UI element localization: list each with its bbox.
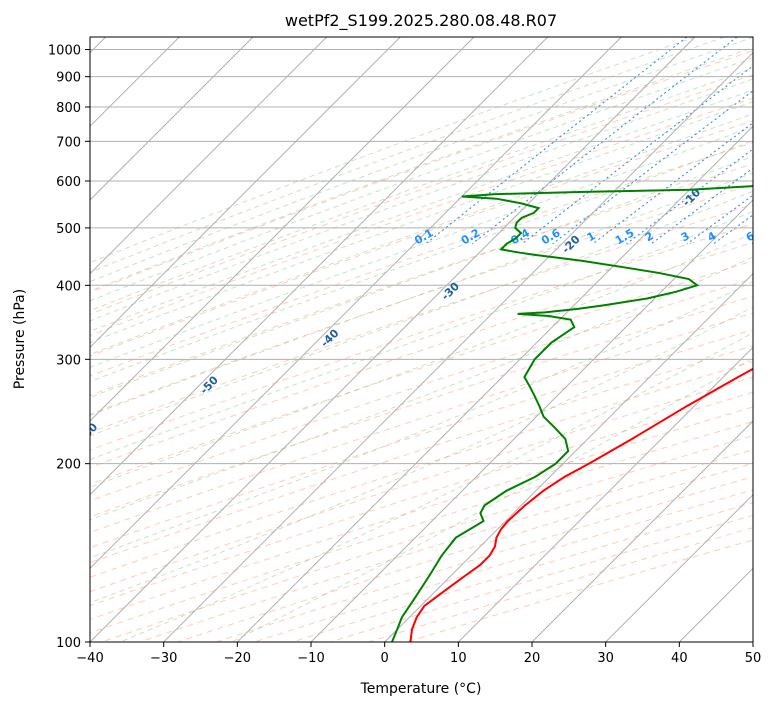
skewed-isotherm	[605, 493, 753, 642]
moist-adiabat	[90, 256, 753, 521]
y-axis-label: Pressure (hPa)	[12, 289, 28, 389]
dry-adiabat	[90, 329, 753, 549]
x-tick-label: −20	[224, 651, 251, 666]
skewed-isotherm	[531, 420, 753, 642]
skewed-isotherm	[90, 37, 328, 275]
dry-adiabat	[90, 361, 753, 578]
y-tick-label: 800	[56, 101, 81, 116]
moist-adiabat	[90, 47, 753, 292]
moist-adiabat	[90, 101, 753, 343]
mixing-ratio-line	[626, 148, 753, 245]
skewed-isotherm	[384, 272, 753, 642]
dry-adiabat	[90, 345, 753, 564]
dry-adiabat-label: -60	[77, 420, 100, 443]
skewed-isotherm	[457, 346, 753, 642]
dewpoint-profile-line	[391, 185, 753, 642]
y-axis-ticks: 1000 900 800 700 600 500 400 300 200 100	[48, 44, 90, 651]
y-tick-label: 400	[56, 279, 81, 294]
x-axis-ticks: −40 −30 −20 −10 0 10 20 30 40 50	[76, 642, 761, 666]
skewed-isotherm	[163, 51, 753, 642]
mixing-ratio-line	[471, 37, 738, 245]
y-tick-label: 600	[56, 175, 81, 190]
dry-adiabats	[90, 50, 753, 642]
dry-adiabat	[90, 74, 753, 315]
y-tick-label: 100	[56, 636, 81, 651]
x-tick-label: 30	[597, 651, 614, 666]
x-tick-label: 20	[524, 651, 541, 666]
y-tick-label: 1000	[48, 44, 81, 59]
x-tick-label: 10	[450, 651, 467, 666]
moist-adiabat	[90, 172, 753, 416]
temperature-profile-line	[409, 367, 753, 642]
x-tick-label: −30	[150, 651, 177, 666]
skewed-isotherm	[90, 37, 549, 496]
x-tick-label: 0	[381, 651, 389, 666]
isobar-gridlines	[90, 49, 753, 642]
y-tick-label: 900	[56, 71, 81, 86]
plot-frame	[89, 36, 754, 643]
profile-series	[391, 185, 753, 642]
moist-adiabat	[90, 67, 753, 312]
chart-title: wetPf2_S199.2025.280.08.48.R07	[285, 11, 557, 31]
skewed-isotherm	[236, 125, 753, 642]
x-tick-label: −40	[76, 651, 103, 666]
dry-adiabat	[90, 312, 753, 534]
moist-adiabat	[90, 89, 753, 332]
skewed-isotherms	[90, 37, 753, 642]
y-tick-label: 500	[56, 222, 81, 237]
x-tick-label: 50	[745, 651, 762, 666]
skewed-isotherm	[90, 37, 696, 642]
moist-adiabat	[90, 57, 753, 302]
skewed-isotherm	[90, 37, 475, 422]
x-axis-label: Temperature (°C)	[360, 681, 482, 697]
mixing-ratio-label: 6	[744, 229, 757, 244]
skewed-isotherm	[90, 37, 401, 349]
moist-adiabat	[90, 37, 725, 273]
y-tick-label: 300	[56, 353, 81, 368]
skewed-isotherm	[90, 37, 254, 201]
y-tick-label: 700	[56, 135, 81, 150]
mixing-ratio-line	[521, 65, 753, 245]
y-tick-label: 200	[56, 458, 81, 473]
x-tick-label: 40	[671, 651, 688, 666]
dry-adiabat	[90, 241, 753, 469]
x-tick-label: −10	[297, 651, 324, 666]
moist-adiabat	[90, 37, 696, 264]
moist-adiabat	[90, 190, 753, 437]
skewed-isotherm	[90, 37, 622, 570]
moist-adiabat	[90, 37, 753, 283]
dry-adiabat	[90, 203, 753, 433]
dry-adiabat	[90, 223, 753, 451]
skewed-isotherm	[310, 199, 753, 642]
